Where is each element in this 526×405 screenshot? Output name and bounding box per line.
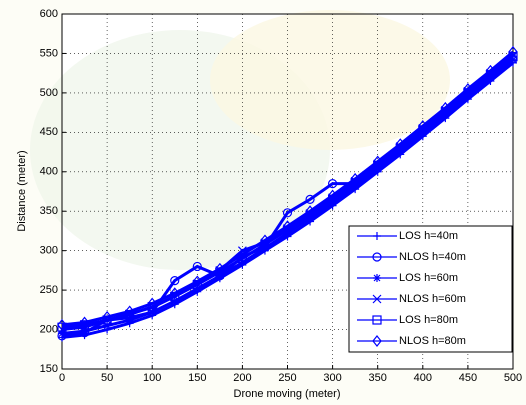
y-tick-label: 550 [40,47,58,59]
data-point [147,297,157,310]
legend-box [348,225,513,353]
x-tick-label: 500 [504,372,522,384]
data-point [463,92,472,101]
data-point [57,322,67,332]
x-tick-label: 450 [459,372,477,384]
data-point [215,262,225,275]
data-point [463,82,473,95]
data-point [396,147,405,156]
data-point [169,287,180,300]
data-point [79,316,90,329]
data-point [305,194,315,204]
x-tick-label: 200 [233,372,251,384]
x-axis-label: Drone moving (meter) [234,388,341,400]
data-point [58,329,66,338]
data-point [395,138,406,151]
legend-marker [372,252,382,262]
y-tick-label: 450 [40,126,58,138]
legend-label: NLOS h=40m [399,251,466,263]
data-point [440,101,451,114]
legend-label: LOS h=60m [399,272,458,284]
y-tick-label: 150 [40,363,58,375]
data-point [373,164,382,173]
data-point [350,172,360,185]
data-point [148,308,157,317]
x-tick-label: 150 [188,372,206,384]
x-tick-label: 300 [323,372,341,384]
data-point [508,45,518,58]
x-tick-label: 250 [278,372,296,384]
data-point [441,110,450,119]
legend-label: NLOS h=60m [399,293,466,305]
data-point [372,155,383,168]
data-point [306,214,315,223]
legend-label: LOS h=80m [399,314,458,326]
data-point [282,208,293,218]
data-point [102,310,112,323]
data-point [283,229,292,238]
legend-marker [372,335,382,347]
legend-marker [372,294,382,304]
data-point [260,234,270,247]
legend-marker [373,232,381,240]
data-point [57,318,67,331]
data-point [509,55,517,64]
y-tick-label: 600 [40,8,58,20]
y-axis-label: Distance (meter) [16,150,28,231]
data-point [237,248,248,261]
data-point [80,327,89,336]
data-point [485,64,496,77]
x-tick-label: 400 [414,372,432,384]
x-tick-label: 100 [143,372,161,384]
x-tick-label: 0 [59,372,65,384]
data-point [418,129,427,138]
y-tick-label: 350 [40,205,58,217]
data-point [125,316,134,325]
y-tick-label: 200 [40,323,58,335]
data-point [103,321,112,330]
data-point [328,198,337,207]
x-tick-label: 350 [369,372,387,384]
data-point [486,73,495,82]
legend-marker [372,315,382,325]
data-point [328,179,338,189]
series-line [61,55,514,329]
data-point [327,189,338,202]
y-tick-label: 500 [40,87,58,99]
axes-box [61,13,514,370]
data-point [192,261,202,272]
y-tick-label: 400 [40,166,58,178]
y-tick-label: 250 [40,284,58,296]
legend-marker [373,274,381,282]
legend-label: NLOS h=80m [399,335,466,347]
data-point [305,205,315,218]
data-point [418,120,428,132]
data-point [351,181,360,190]
data-point [79,320,90,330]
watermark [210,10,450,150]
data-point [170,276,180,286]
legend-label: LOS h=40m [399,230,458,242]
data-point [170,297,179,306]
x-tick-label: 50 [101,372,113,384]
data-point [124,305,135,318]
data-point [192,275,203,288]
data-point [282,220,293,233]
y-tick-label: 300 [40,245,58,257]
series-line [61,50,514,327]
